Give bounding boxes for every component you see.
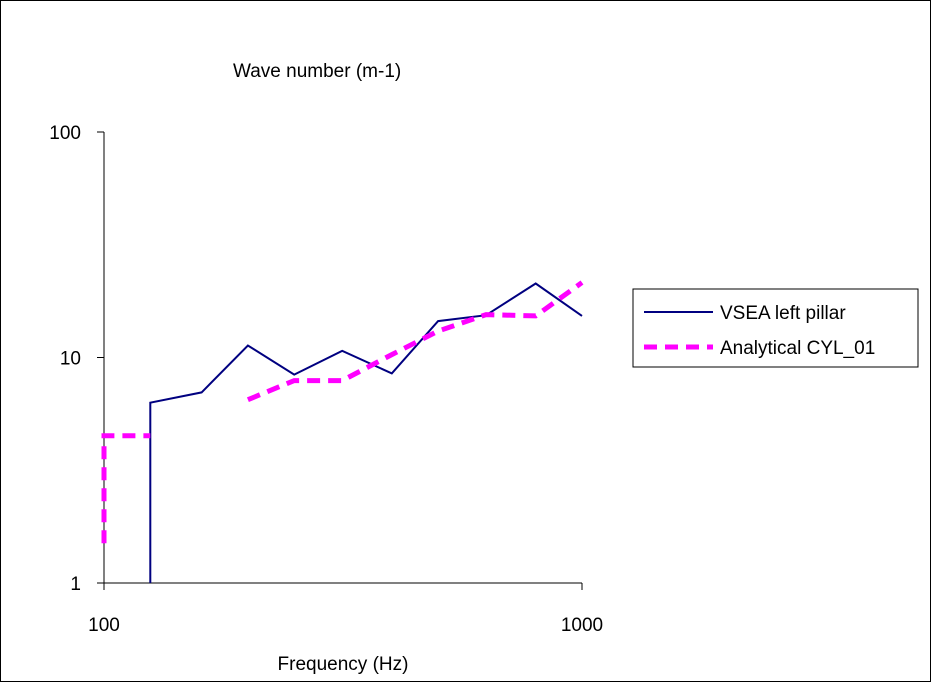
legend-label-vsea: VSEA left pillar bbox=[720, 303, 846, 324]
x-axis-label: Frequency (Hz) bbox=[278, 654, 409, 675]
y-axis-ticks: 1 10 100 bbox=[49, 123, 104, 595]
legend-label-analytical: Analytical CYL_01 bbox=[720, 338, 875, 359]
y-tick-label: 10 bbox=[60, 349, 81, 370]
y-tick-label: 1 bbox=[70, 574, 81, 595]
series-layer bbox=[101, 280, 584, 583]
x-tick-label: 1000 bbox=[561, 615, 603, 636]
series-line-vsea-left-pillar bbox=[149, 282, 583, 583]
series-line-analytical-cyl01 bbox=[101, 433, 151, 544]
x-tick-label: 100 bbox=[88, 615, 120, 636]
series-line-analytical-cyl01 bbox=[246, 280, 584, 403]
legend: VSEA left pillar Analytical CYL_01 bbox=[632, 288, 919, 368]
legend-box bbox=[632, 288, 919, 368]
chart-title: Wave number (m-1) bbox=[233, 61, 401, 82]
y-tick-label: 100 bbox=[49, 123, 81, 144]
x-axis-ticks: 100 1000 bbox=[88, 583, 603, 636]
